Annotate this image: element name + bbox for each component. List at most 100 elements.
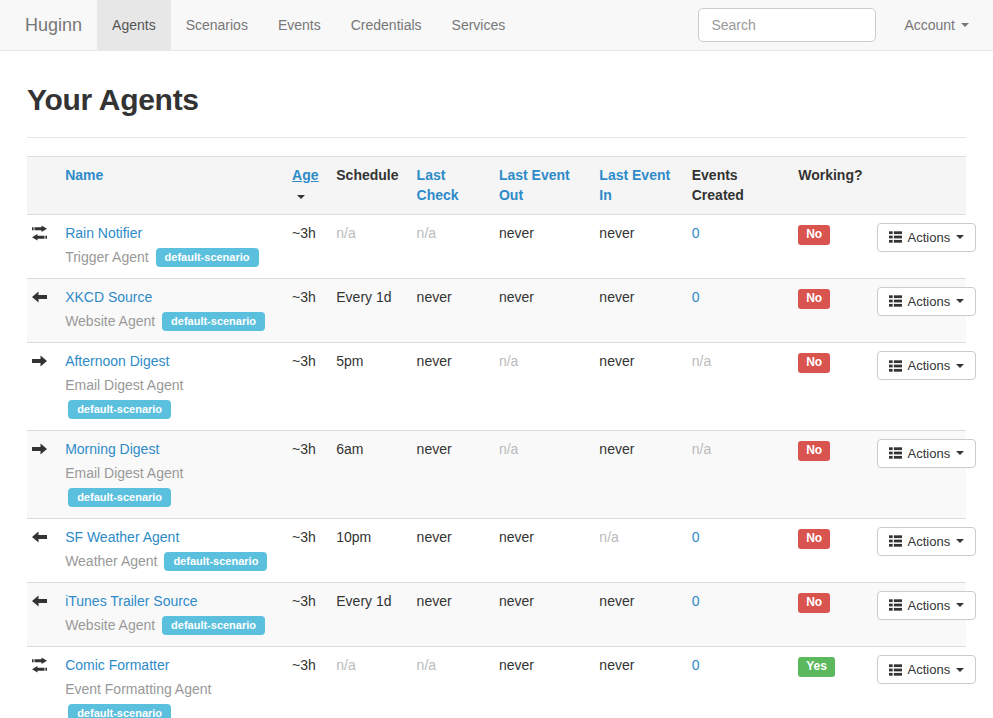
sort-by-last-event-out-link[interactable]: Last Event Out (499, 167, 570, 203)
nav-item-scenarios[interactable]: Scenarios (171, 0, 263, 50)
name-cell: Morning Digest Email Digest Agent defaul… (57, 430, 284, 518)
agent-subline: Email Digest Agent default-scenario (65, 462, 276, 510)
last-event-out-cell: never (491, 518, 591, 582)
agent-name-link[interactable]: Comic Formatter (65, 657, 169, 673)
exchange-arrows-icon (31, 225, 48, 241)
actions-button-label: Actions (908, 662, 951, 678)
name-cell: iTunes Trailer Source Website Agent defa… (57, 582, 284, 646)
scenario-badge[interactable]: default-scenario (162, 616, 265, 635)
working-badge: No (798, 225, 830, 245)
working-cell: No (790, 342, 868, 430)
agent-type-label: Email Digest Agent (65, 377, 183, 393)
caret-down-icon (956, 364, 964, 368)
direction-cell (27, 278, 57, 342)
age-cell: ~3h (284, 518, 328, 582)
agent-name-link[interactable]: iTunes Trailer Source (65, 593, 198, 609)
nav-item-events[interactable]: Events (263, 0, 336, 50)
table-row: iTunes Trailer Source Website Agent defa… (27, 582, 966, 646)
events-created-cell: 0 (684, 214, 790, 278)
scenario-badge[interactable]: default-scenario (68, 488, 171, 507)
last-event-out-cell: n/a (491, 342, 591, 430)
agent-name-link[interactable]: Morning Digest (65, 441, 159, 457)
main-container: Your Agents Name Age Schedule L (27, 83, 966, 718)
last-check-cell: never (409, 518, 491, 582)
last-event-out-cell: n/a (491, 430, 591, 518)
actions-button-label: Actions (908, 446, 951, 462)
actions-button[interactable]: Actions (877, 655, 977, 685)
navbar-right: Account (698, 0, 993, 50)
last-event-in-cell: never (591, 430, 683, 518)
scenario-badge[interactable]: default-scenario (68, 704, 171, 718)
nav-item-services[interactable]: Services (437, 0, 521, 50)
nav-item-agents[interactable]: Agents (97, 0, 171, 50)
events-created-value: n/a (692, 441, 711, 457)
agent-name-link[interactable]: Afternoon Digest (65, 353, 169, 369)
name-cell: SF Weather Agent Weather Agent default-s… (57, 518, 284, 582)
events-created-value[interactable]: 0 (692, 529, 700, 545)
caret-down-icon (956, 235, 964, 239)
last-event-in-cell: never (591, 342, 683, 430)
scenario-badge[interactable]: default-scenario (162, 312, 265, 331)
actions-button[interactable]: Actions (877, 351, 977, 381)
actions-cell: Actions (869, 278, 966, 342)
search-input[interactable] (698, 8, 876, 42)
events-created-value[interactable]: 0 (692, 657, 700, 673)
actions-cell: Actions (869, 342, 966, 430)
scenario-badge[interactable]: default-scenario (68, 400, 171, 419)
table-row: Rain Notifier Trigger Agent default-scen… (27, 214, 966, 278)
scenario-badge[interactable]: default-scenario (156, 248, 259, 267)
table-row: XKCD Source Website Agent default-scenar… (27, 278, 966, 342)
table-row: Comic Formatter Event Formatting Agent d… (27, 646, 966, 718)
header-working: Working? (790, 157, 868, 215)
name-cell: Comic Formatter Event Formatting Agent d… (57, 646, 284, 718)
divider (27, 137, 966, 138)
events-created-value[interactable]: 0 (692, 225, 700, 241)
sort-by-last-event-in-link[interactable]: Last Event In (599, 167, 670, 203)
sort-by-name-link[interactable]: Name (65, 167, 103, 183)
brand-link[interactable]: Huginn (10, 0, 97, 50)
nav-item-credentials[interactable]: Credentials (336, 0, 437, 50)
scenario-badge[interactable]: default-scenario (164, 552, 267, 571)
last-check-cell: never (409, 278, 491, 342)
list-icon (889, 231, 902, 243)
working-badge: No (798, 593, 830, 613)
age-cell: ~3h (284, 214, 328, 278)
table-row: Morning Digest Email Digest Agent defaul… (27, 430, 966, 518)
header-name: Name (57, 157, 284, 215)
actions-button[interactable]: Actions (877, 287, 977, 317)
account-dropdown[interactable]: Account (898, 17, 975, 33)
events-created-value[interactable]: 0 (692, 289, 700, 305)
actions-button[interactable]: Actions (877, 527, 977, 557)
working-cell: No (790, 582, 868, 646)
actions-cell: Actions (869, 214, 966, 278)
actions-button-label: Actions (908, 230, 951, 246)
agent-subline: Website Agent default-scenario (65, 310, 276, 334)
direction-cell (27, 214, 57, 278)
agent-name-link[interactable]: XKCD Source (65, 289, 152, 305)
list-icon (889, 535, 902, 547)
last-check-cell: never (409, 430, 491, 518)
agent-name-link[interactable]: SF Weather Agent (65, 529, 179, 545)
events-created-cell: n/a (684, 342, 790, 430)
last-check-cell: n/a (409, 214, 491, 278)
header-working-label: Working? (798, 167, 862, 183)
agent-subline: Weather Agent default-scenario (65, 550, 276, 574)
working-cell: No (790, 430, 868, 518)
direction-cell (27, 430, 57, 518)
list-icon (889, 664, 902, 676)
agent-subline: Website Agent default-scenario (65, 614, 276, 638)
agent-subline: Event Formatting Agent default-scenario (65, 678, 276, 718)
actions-button[interactable]: Actions (877, 439, 977, 469)
navbar-items: Agents Scenarios Events Credentials Serv… (97, 0, 520, 50)
events-created-value[interactable]: 0 (692, 593, 700, 609)
age-cell: ~3h (284, 278, 328, 342)
last-event-out-cell: never (491, 646, 591, 718)
caret-down-icon (956, 668, 964, 672)
sort-by-last-check-link[interactable]: Last Check (417, 167, 459, 203)
actions-button[interactable]: Actions (877, 223, 977, 253)
actions-button[interactable]: Actions (877, 591, 977, 621)
events-created-cell: 0 (684, 518, 790, 582)
sort-by-age-link[interactable]: Age (292, 167, 318, 183)
agent-type-label: Trigger Agent (65, 249, 149, 265)
agent-name-link[interactable]: Rain Notifier (65, 225, 142, 241)
